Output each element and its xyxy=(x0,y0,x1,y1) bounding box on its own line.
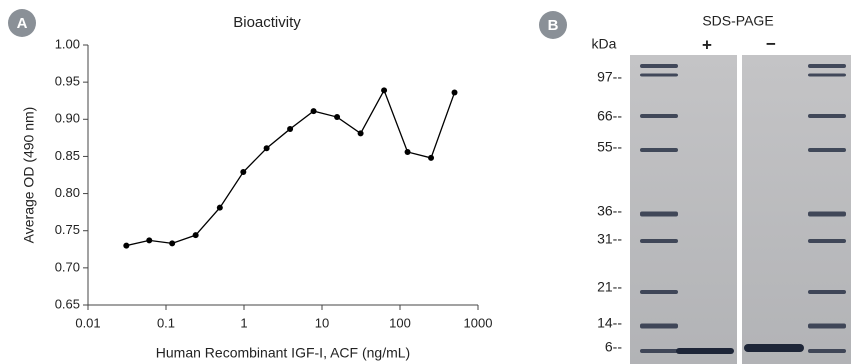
marker-label: 66-- xyxy=(597,108,622,124)
y-tick-label: 0.85 xyxy=(55,148,80,163)
page: {"chart_data": {"type": "line", "title":… xyxy=(0,0,851,364)
gel-band xyxy=(808,64,846,68)
data-point xyxy=(169,240,175,246)
x-tick-label: 100 xyxy=(389,315,411,330)
data-point xyxy=(334,114,340,120)
data-point xyxy=(428,155,434,161)
data-point xyxy=(358,130,364,136)
data-point xyxy=(146,237,152,243)
gel-band xyxy=(808,114,846,118)
marker-label: 21-- xyxy=(597,279,622,295)
gel-band xyxy=(676,348,734,354)
data-point xyxy=(311,108,317,114)
gel-divider xyxy=(737,55,742,364)
gel-band xyxy=(808,74,846,77)
data-point xyxy=(287,126,293,132)
data-point xyxy=(217,205,223,211)
gel-band xyxy=(808,239,846,243)
data-point xyxy=(193,232,199,238)
y-tick-label: 0.65 xyxy=(55,296,80,311)
panel-label: B xyxy=(548,17,559,34)
gel-band xyxy=(640,148,678,152)
data-point xyxy=(264,145,270,151)
gel-title: SDS-PAGE xyxy=(702,13,773,29)
y-tick-label: 0.80 xyxy=(55,185,80,200)
data-point xyxy=(123,243,129,249)
gel-band xyxy=(640,114,678,118)
y-tick-label: 0.75 xyxy=(55,222,80,237)
gel-band xyxy=(640,74,678,77)
marker-label: 14-- xyxy=(597,315,622,331)
x-tick-label: 10 xyxy=(315,315,329,330)
data-point xyxy=(452,90,458,96)
gel-band xyxy=(640,239,678,243)
gel-band xyxy=(808,212,846,217)
x-tick-label: 0.01 xyxy=(75,315,100,330)
y-tick-label: 1.00 xyxy=(55,36,80,51)
marker-label: 97-- xyxy=(597,69,622,85)
gel-band xyxy=(744,344,804,352)
gel-band xyxy=(640,324,678,329)
panel-label: A xyxy=(17,15,28,32)
figure: A B Bioactivity Human Recombinant IGF-I,… xyxy=(0,0,851,364)
y-axis-label: Average OD (490 nm) xyxy=(21,107,37,244)
y-tick-label: 0.95 xyxy=(55,74,80,89)
x-tick-label: 1 xyxy=(240,315,247,330)
data-line xyxy=(126,90,454,245)
lane-label: + xyxy=(702,35,712,54)
y-tick-label: 0.70 xyxy=(55,259,80,274)
gel-band xyxy=(640,349,678,353)
chart-title: Bioactivity xyxy=(233,14,301,31)
gel-band xyxy=(808,349,846,353)
gel-band xyxy=(640,212,678,217)
marker-label: 31-- xyxy=(597,231,622,247)
unit-label: kDa xyxy=(592,36,617,52)
data-point xyxy=(240,169,246,175)
gel-band xyxy=(640,64,678,68)
x-axis-label: Human Recombinant IGF-I, ACF (ng/mL) xyxy=(156,345,410,361)
y-tick-label: 0.90 xyxy=(55,111,80,126)
marker-label: 36-- xyxy=(597,203,622,219)
gel-band xyxy=(808,290,846,294)
data-point xyxy=(381,87,387,93)
gel-band xyxy=(640,290,678,294)
marker-label: 6-- xyxy=(605,339,622,355)
lane-label: − xyxy=(766,34,776,53)
x-tick-label: 0.1 xyxy=(157,315,175,330)
x-tick-label: 1000 xyxy=(464,315,493,330)
gel-band xyxy=(808,324,846,329)
data-point xyxy=(405,149,411,155)
marker-label: 55-- xyxy=(597,139,622,155)
gel-band xyxy=(808,148,846,152)
